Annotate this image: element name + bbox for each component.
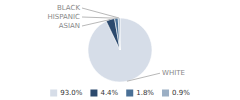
annotation: BLACK (57, 4, 80, 12)
annotation: WHITE (162, 69, 185, 77)
pie-slice (115, 18, 120, 50)
legend: 93.0% 4.4% 1.8% 0.9% (50, 89, 190, 97)
legend-label: 4.4% (100, 89, 118, 97)
leader-line (127, 73, 160, 81)
pie-slice (88, 18, 152, 82)
legend-item: 0.9% (162, 89, 190, 97)
leader-line (82, 17, 116, 18)
annotation: HISPANIC (47, 13, 80, 21)
legend-item: 93.0% (50, 89, 83, 97)
legend-label: 93.0% (60, 89, 83, 97)
annotations: ASIANHISPANICBLACK WHITE (47, 4, 184, 81)
legend-swatch (90, 90, 97, 97)
legend-label: 0.9% (172, 89, 190, 97)
pie (88, 18, 152, 82)
legend-swatch (126, 90, 133, 97)
legend-swatch (50, 90, 57, 97)
leader-line (82, 20, 110, 26)
annotation: ASIAN (59, 22, 80, 30)
chart: ASIANHISPANICBLACK WHITE 93.0% 4.4% 1.8% 0.9% (0, 0, 240, 100)
legend-swatch (162, 90, 169, 97)
pie-slice (118, 18, 120, 50)
legend-label: 1.8% (136, 89, 154, 97)
pie-slice (106, 18, 120, 50)
legend-item: 1.8% (126, 89, 154, 97)
legend-item: 4.4% (90, 89, 118, 97)
leader-line (82, 8, 119, 18)
